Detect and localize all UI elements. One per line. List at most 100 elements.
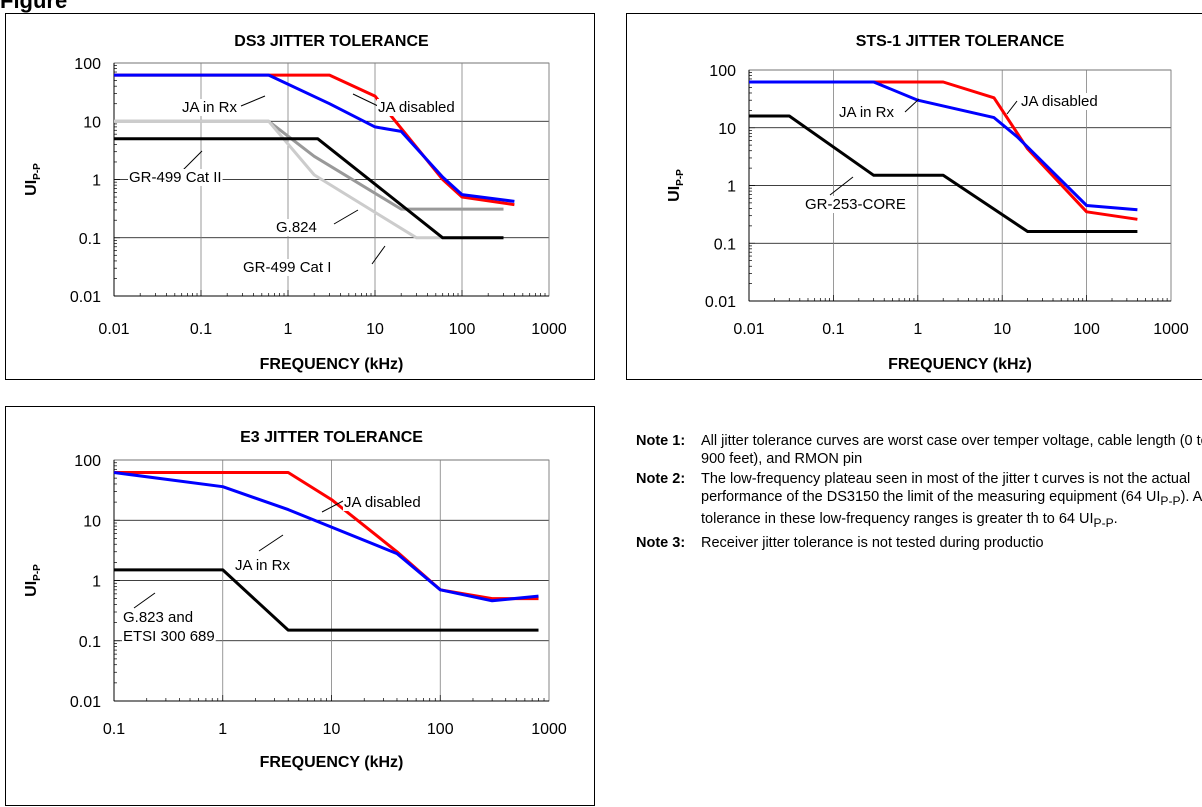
x-axis-label: FREQUENCY (kHz) — [260, 356, 404, 373]
y-tick-label: 10 — [718, 121, 736, 138]
annotation-background — [234, 557, 292, 574]
e3-chart: E3 JITTER TOLERANCE 0.1 1 10 100 1000 100 10 1 0.… — [23, 429, 567, 771]
y-tick-label: 0.01 — [70, 289, 101, 306]
annotation-leader — [321, 500, 344, 513]
annotation-leader — [352, 93, 379, 107]
annotation-background — [122, 628, 216, 645]
annotation-background — [838, 104, 896, 121]
note-3: Note 3: Receiver jitter tolerance is not … — [636, 534, 1202, 552]
x-tick-label: 1000 — [531, 721, 567, 738]
annotation-label: ETSI 300 689 — [123, 628, 215, 645]
x-tick-label: 100 — [427, 721, 454, 738]
note-2-subscript-2: P-P — [1093, 515, 1114, 530]
annotation-label: JA disabled — [378, 99, 455, 116]
note-2-label: Note 2: — [636, 471, 686, 487]
annotation-label: GR-499 Cat I — [243, 259, 331, 276]
annotation-label: JA disabled — [1021, 93, 1098, 110]
series-line — [114, 471, 539, 601]
annotation-background — [1020, 93, 1099, 110]
annotation-leader — [333, 209, 359, 225]
y-tick-label: 0.1 — [79, 231, 101, 248]
y-tick-label: 1 — [92, 173, 101, 190]
annotation-label: GR-253-CORE — [805, 196, 906, 213]
x-tick-label: 1 — [913, 321, 922, 338]
x-tick-label: 10 — [993, 321, 1011, 338]
annotation-background — [377, 99, 456, 116]
annotation-label: GR-499 Cat II — [129, 169, 222, 186]
annotation-leader — [1006, 100, 1018, 115]
chart-title: E3 JITTER TOLERANCE — [240, 429, 423, 446]
chart-title: DS3 JITTER TOLERANCE — [234, 33, 429, 50]
x-tick-label: 100 — [449, 321, 476, 338]
chart-title: STS-1 JITTER TOLERANCE — [856, 33, 1065, 50]
y-axis-label: UIP-P — [666, 169, 686, 202]
note-2: Note 2: The low-frequency plateau seen in… — [636, 470, 1202, 532]
y-tick-label: 100 — [74, 56, 101, 73]
y-tick-label: 0.01 — [705, 294, 736, 311]
note-2-text-mid: ). Actu tolerance in these low-frequency… — [701, 489, 1202, 527]
note-2-text: The low-frequency plateau seen in most o… — [701, 471, 1191, 505]
x-tick-label: 1000 — [531, 321, 567, 338]
series-line — [749, 80, 1138, 212]
x-tick-label: 0.01 — [98, 321, 129, 338]
annotation-background — [804, 196, 907, 213]
annotation-leader — [371, 245, 386, 265]
y-tick-label: 0.1 — [714, 236, 736, 253]
note-1: Note 1: All jitter tolerance curves are w… — [636, 432, 1202, 468]
x-tick-label: 0.01 — [733, 321, 764, 338]
ds3-chart-panel: DS3 JITTER TOLERANCE 0.01 0.1 1 10 100 1000 100… — [5, 13, 595, 380]
x-axis-label: FREQUENCY (kHz) — [260, 754, 404, 771]
x-tick-label: 100 — [1073, 321, 1100, 338]
annotation-background — [122, 609, 195, 626]
annotation-label: G.824 — [276, 219, 317, 236]
series-line — [114, 568, 539, 632]
series-line — [113, 471, 539, 603]
x-tick-label: 0.1 — [822, 321, 844, 338]
annotation-label: JA in Rx — [839, 104, 895, 121]
notes-section: Note 1: All jitter tolerance curves are w… — [636, 432, 1202, 554]
y-tick-label: 0.1 — [79, 634, 101, 651]
x-tick-label: 10 — [366, 321, 384, 338]
x-tick-label: 1 — [284, 321, 293, 338]
x-tick-label: 10 — [323, 721, 341, 738]
series-line — [114, 137, 504, 240]
annotation-label: JA disabled — [344, 494, 421, 511]
sts1-chart: STS-1 JITTER TOLERANCE 0.01 0.1 1 10 100 1000 1… — [666, 33, 1189, 373]
annotation-background — [343, 494, 422, 511]
x-tick-label: 0.1 — [190, 321, 212, 338]
sts1-chart-panel: STS-1 JITTER TOLERANCE 0.01 0.1 1 10 100 1000 1… — [626, 13, 1202, 380]
annotation-leader — [180, 150, 203, 173]
y-tick-label: 1 — [92, 574, 101, 591]
note-2-subscript-1: P-P — [1160, 493, 1181, 508]
y-tick-label: 10 — [83, 114, 101, 131]
y-tick-label: 100 — [74, 453, 101, 470]
note-1-text: All jitter tolerance curves are worst ca… — [701, 433, 1202, 467]
annotation-background — [275, 219, 318, 236]
y-tick-label: 1 — [727, 179, 736, 196]
y-tick-label: 0.01 — [70, 694, 101, 711]
annotation-leader — [829, 176, 854, 196]
figure-heading: Figure — [0, 0, 68, 13]
annotation-leader — [133, 592, 156, 609]
y-axis-label: UIP-P — [23, 564, 43, 597]
x-axis-label: FREQUENCY (kHz) — [888, 356, 1032, 373]
x-tick-label: 0.1 — [103, 721, 125, 738]
annotation-background — [128, 169, 223, 186]
annotation-label: G.823 and — [123, 609, 193, 626]
y-tick-label: 100 — [709, 63, 736, 80]
series-line — [114, 119, 504, 211]
annotation-leader — [904, 98, 920, 113]
series-line — [114, 73, 515, 203]
annotation-leader — [258, 534, 284, 552]
series-line — [749, 114, 1138, 233]
annotation-label: JA in Rx — [182, 99, 238, 116]
note-1-label: Note 1: — [636, 433, 686, 449]
note-3-label: Note 3: — [636, 534, 686, 551]
x-tick-label: 1 — [218, 721, 227, 738]
annotation-background — [181, 99, 239, 116]
annotation-label: JA in Rx — [235, 557, 291, 574]
note-2-text-end: . — [1113, 510, 1118, 527]
annotation-leader — [240, 95, 266, 107]
x-tick-label: 1000 — [1153, 321, 1189, 338]
